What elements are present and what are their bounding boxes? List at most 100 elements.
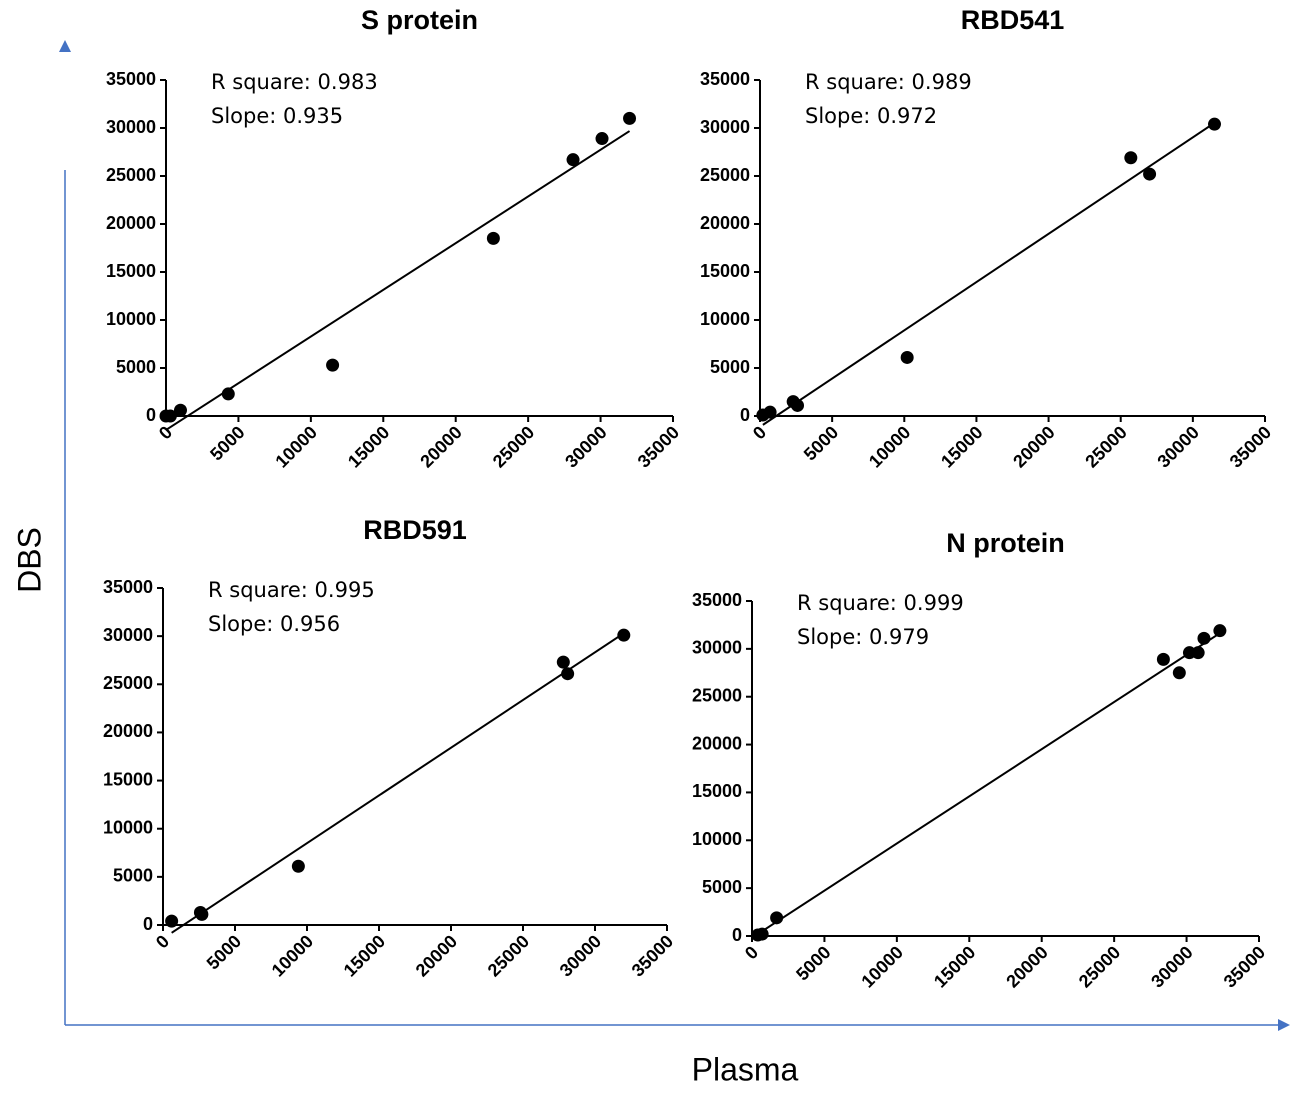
x-tick-label: 35000 xyxy=(1220,942,1270,992)
x-tick-label: 5000 xyxy=(206,422,248,464)
point xyxy=(1191,646,1205,660)
y-arrow xyxy=(59,40,71,52)
point xyxy=(791,398,805,412)
x-tick-label: 25000 xyxy=(484,931,534,981)
y-tick-label: 25000 xyxy=(692,685,742,705)
y-tick-label: 10000 xyxy=(106,309,156,329)
y-tick-label: 15000 xyxy=(106,261,156,281)
annotation: R square: 0.999 xyxy=(797,591,964,615)
y-tick-label: 5000 xyxy=(116,357,156,377)
x-tick-label: 30000 xyxy=(1154,422,1204,472)
y-tick-label: 25000 xyxy=(700,165,750,185)
x-tick-label: 30000 xyxy=(1147,942,1197,992)
x-tick-label: 15000 xyxy=(930,942,980,992)
x-tick-label: 20000 xyxy=(1009,422,1059,472)
y-tick-label: 35000 xyxy=(692,590,742,610)
y-tick-label: 20000 xyxy=(106,213,156,233)
fit-line xyxy=(165,130,631,431)
chart-title: S protein xyxy=(361,5,478,35)
point xyxy=(1208,117,1221,131)
x-tick-label: 20000 xyxy=(412,931,462,981)
point xyxy=(173,403,187,417)
y-tick-label: 15000 xyxy=(700,261,750,281)
x-tick-label: 35000 xyxy=(634,422,684,472)
y-tick-label: 15000 xyxy=(103,769,153,789)
x-tick-label: 10000 xyxy=(272,422,322,472)
x-tick-label: 20000 xyxy=(416,422,466,472)
x-tick-label: 10000 xyxy=(268,931,318,981)
y-tick-label: 0 xyxy=(740,405,750,425)
chart-title: N protein xyxy=(946,528,1065,558)
y-tick-label: 5000 xyxy=(702,877,742,897)
annotation: Slope: 0.935 xyxy=(211,104,343,128)
y-tick-label: 30000 xyxy=(692,638,742,658)
point xyxy=(1124,151,1138,165)
y-tick-label: 30000 xyxy=(103,625,153,645)
y-tick-label: 20000 xyxy=(700,213,750,233)
point xyxy=(1197,631,1211,645)
y-tick-label: 20000 xyxy=(103,721,153,741)
y-tick-label: 5000 xyxy=(113,866,153,886)
annotation: R square: 0.989 xyxy=(805,70,972,94)
fit-line xyxy=(762,122,1216,426)
annotation: R square: 0.995 xyxy=(208,578,375,602)
point xyxy=(1172,666,1186,680)
point xyxy=(195,907,209,921)
x-tick-label: 25000 xyxy=(1075,942,1125,992)
point xyxy=(486,231,500,245)
point xyxy=(165,914,179,928)
x-tick-label: 30000 xyxy=(556,931,606,981)
point xyxy=(1143,167,1157,181)
point xyxy=(770,911,784,925)
y-tick-label: 25000 xyxy=(106,165,156,185)
y-tick-label: 35000 xyxy=(700,69,750,89)
y-tick-label: 10000 xyxy=(692,829,742,849)
y-tick-label: 30000 xyxy=(106,117,156,137)
y-tick-label: 15000 xyxy=(692,781,742,801)
point xyxy=(900,350,914,364)
y-tick-label: 0 xyxy=(143,914,153,934)
x-tick-label: 5000 xyxy=(203,931,245,973)
point xyxy=(763,405,777,419)
x-tick-label: 0 xyxy=(741,942,762,963)
point xyxy=(755,927,769,941)
y-tick-label: 20000 xyxy=(692,733,742,753)
y-tick-label: 30000 xyxy=(700,117,750,137)
y-tick-label: 35000 xyxy=(106,69,156,89)
x-tick-label: 10000 xyxy=(865,422,915,472)
point xyxy=(221,387,235,401)
x-tick-label: 35000 xyxy=(1226,422,1276,472)
x-tick-label: 15000 xyxy=(340,931,390,981)
point xyxy=(595,132,609,146)
shared-y-label: DBS xyxy=(11,527,47,593)
chart-title: RBD591 xyxy=(363,515,467,545)
point xyxy=(561,667,575,681)
x-tick-label: 25000 xyxy=(489,422,539,472)
y-tick-label: 10000 xyxy=(103,817,153,837)
fit-line xyxy=(757,632,1221,935)
annotation: Slope: 0.979 xyxy=(797,625,929,649)
x-tick-label: 20000 xyxy=(1002,942,1052,992)
y-tick-label: 0 xyxy=(732,925,742,945)
y-tick-label: 0 xyxy=(146,405,156,425)
point xyxy=(326,358,340,372)
point xyxy=(617,628,631,642)
x-arrow xyxy=(1278,1019,1290,1031)
x-tick-label: 0 xyxy=(749,422,770,443)
y-tick-label: 35000 xyxy=(103,577,153,597)
shared-x-label: Plasma xyxy=(692,1051,799,1087)
x-tick-label: 15000 xyxy=(937,422,987,472)
annotation: R square: 0.983 xyxy=(211,70,378,94)
x-tick-label: 5000 xyxy=(792,942,834,984)
point xyxy=(291,859,305,873)
x-tick-label: 30000 xyxy=(561,422,611,472)
x-tick-label: 25000 xyxy=(1081,422,1131,472)
fit-line xyxy=(171,632,625,934)
y-tick-label: 10000 xyxy=(700,309,750,329)
x-tick-label: 10000 xyxy=(858,942,908,992)
y-tick-label: 5000 xyxy=(710,357,750,377)
annotation: Slope: 0.956 xyxy=(208,612,340,636)
x-tick-label: 5000 xyxy=(800,422,842,464)
x-tick-label: 15000 xyxy=(344,422,394,472)
